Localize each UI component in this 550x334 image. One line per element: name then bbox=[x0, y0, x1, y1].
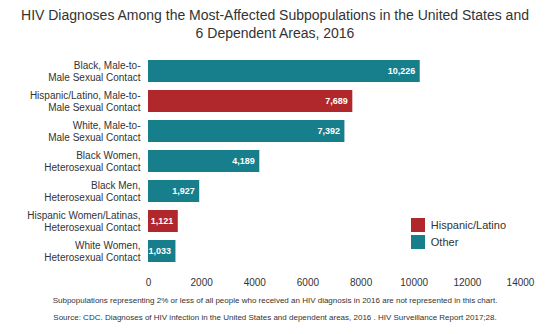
html-text:HIV Diagnoses Among the Most-A: HIV Diagnoses Among the Most-Affected Su… bbox=[21, 7, 529, 41]
svg-text:6000: 6000 bbox=[297, 277, 320, 288]
svg-text:Black Women,Heterosexual Conta: Black Women,Heterosexual Contact bbox=[44, 150, 140, 173]
svg-text:White, Male-to-Male Sexual Con: White, Male-to-Male Sexual Contact bbox=[48, 120, 140, 142]
svg-text:Hispanic/Latino, Male-to-Male: Hispanic/Latino, Male-to-Male Sexual Con… bbox=[30, 90, 141, 113]
html-text:Subpopulations representing 2%: Subpopulations representing 2% or less o… bbox=[52, 296, 498, 305]
svg-text:4,189: 4,189 bbox=[232, 156, 255, 166]
html-text:Source: CDC. Diagnoses of HIV: Source: CDC. Diagnoses of HIV infection … bbox=[53, 313, 497, 322]
svg-text:Black Men,Heterosexual Contact: Black Men,Heterosexual Contact bbox=[44, 180, 140, 203]
svg-text:14000: 14000 bbox=[507, 277, 535, 288]
svg-text:10000: 10000 bbox=[400, 277, 428, 288]
svg-text:7,392: 7,392 bbox=[317, 126, 340, 136]
svg-text:8000: 8000 bbox=[350, 277, 373, 288]
svg-text:10,226: 10,226 bbox=[388, 66, 416, 76]
svg-text:2000: 2000 bbox=[191, 277, 214, 288]
svg-text:4000: 4000 bbox=[244, 277, 267, 288]
svg-text:1,033: 1,033 bbox=[148, 246, 171, 256]
html-text:Other: Other bbox=[430, 236, 459, 248]
svg-text:1,121: 1,121 bbox=[151, 216, 174, 226]
svg-text:7,689: 7,689 bbox=[325, 96, 348, 106]
svg-text:0: 0 bbox=[146, 277, 152, 288]
svg-text:1,927: 1,927 bbox=[172, 186, 195, 196]
svg-text:White Women,Heterosexual Conta: White Women,Heterosexual Contact bbox=[44, 240, 140, 263]
svg-text:Hispanic Women/Latinas,Heteros: Hispanic Women/Latinas,Heterosexual Cont… bbox=[27, 210, 140, 233]
svg-text:12000: 12000 bbox=[453, 277, 481, 288]
svg-text:Black, Male-to-Male Sexual Con: Black, Male-to-Male Sexual Contact bbox=[48, 60, 140, 83]
html-text:Hispanic/Latino: Hispanic/Latino bbox=[430, 219, 506, 231]
